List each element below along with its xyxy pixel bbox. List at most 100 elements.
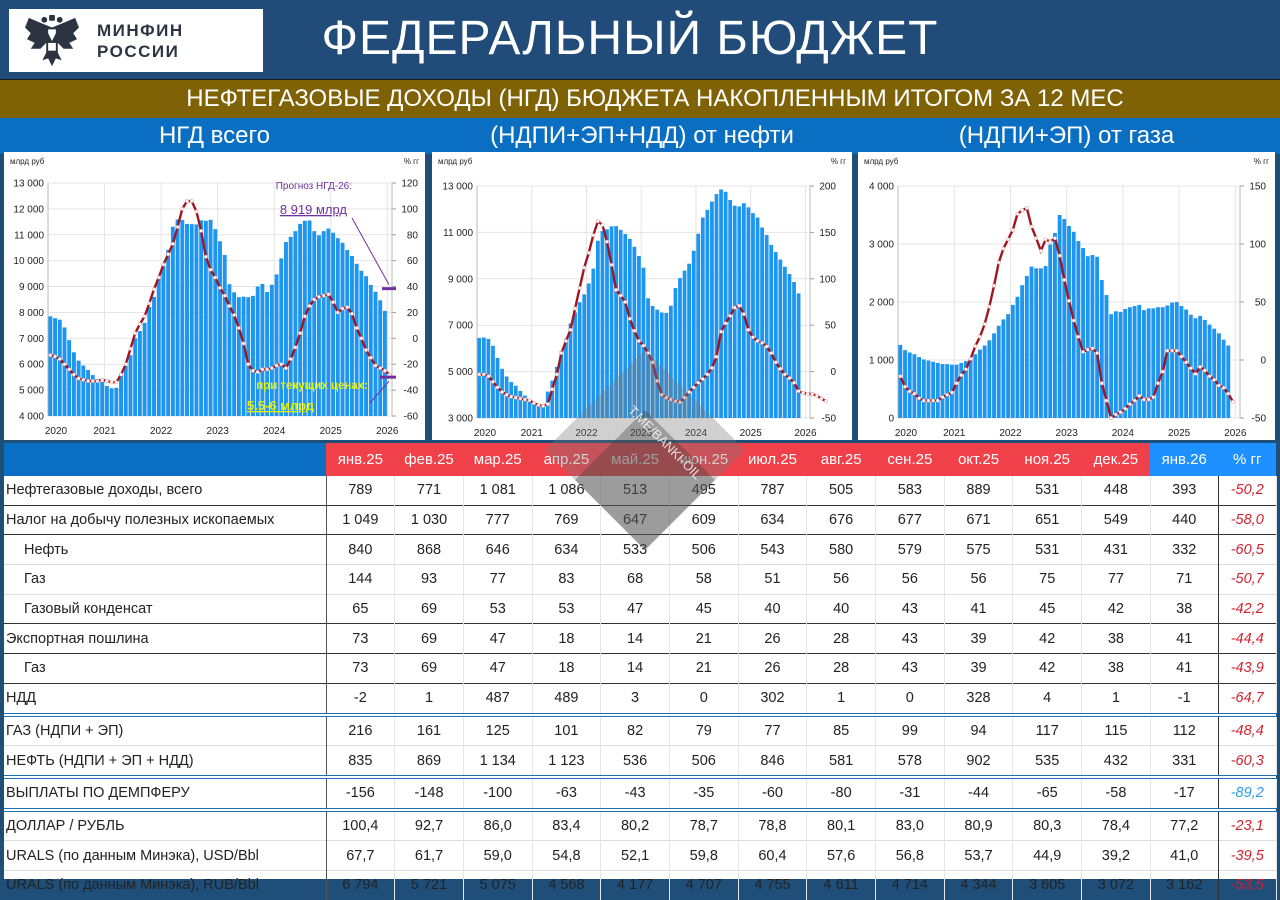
table-cell: 79 — [669, 712, 739, 746]
logo-line-1: МИНФИН — [97, 20, 184, 40]
table-cell: 69 — [394, 653, 464, 684]
right-tick-label: 50 — [1255, 298, 1267, 309]
bar — [1113, 311, 1118, 418]
bar — [769, 244, 774, 418]
row-label: Газ — [4, 653, 327, 684]
forecast-label: Прогноз НГД-26: — [276, 181, 352, 192]
x-tick-label: 2026 — [794, 428, 817, 439]
bar — [378, 300, 383, 416]
right-axis-unit: % гг — [404, 157, 419, 166]
x-tick-label: 2022 — [575, 428, 598, 439]
right-tick-label: -20 — [404, 360, 419, 371]
bar — [940, 364, 945, 418]
bar — [527, 399, 532, 418]
table-cell: 77 — [1081, 564, 1151, 595]
bar — [963, 361, 968, 418]
bar — [1006, 314, 1011, 418]
header-month: авг.25 — [806, 443, 876, 476]
table-cell: 4 344 — [944, 869, 1014, 900]
x-tick-label: 2025 — [740, 428, 763, 439]
bar — [1165, 305, 1170, 418]
table-cell: 21 — [669, 653, 739, 684]
table-cell: 506 — [669, 534, 739, 565]
table-cell: 38 — [1081, 653, 1151, 684]
bar — [1067, 226, 1071, 418]
logo-text: МИНФИН РОССИИ — [97, 20, 184, 62]
bar — [180, 220, 185, 416]
bar — [161, 266, 166, 416]
bar — [175, 219, 180, 416]
bar — [194, 224, 199, 416]
bar — [912, 354, 917, 418]
table-cell: 777 — [463, 504, 533, 535]
bar — [1151, 308, 1156, 418]
left-tick-label: 5 000 — [19, 386, 44, 397]
bar — [1207, 324, 1212, 418]
table-cell: 448 — [1081, 476, 1151, 506]
bar — [1024, 275, 1029, 418]
bar — [550, 380, 555, 418]
table-cell: -100 — [463, 774, 533, 810]
bar — [189, 224, 194, 416]
bar — [128, 355, 133, 416]
bar — [1099, 279, 1104, 418]
table-cell: 78,4 — [1081, 807, 1151, 841]
bar — [907, 352, 912, 418]
bar — [340, 242, 345, 416]
table-row: URALS (по данным Минэка), USD/Bbl 67,7 61,… — [4, 840, 1277, 871]
left-tick-label: 3 000 — [869, 240, 894, 251]
table-cell: 6 794 — [326, 869, 396, 900]
table-cell: 39,2 — [1081, 840, 1151, 871]
bar — [345, 250, 350, 416]
bar — [783, 266, 787, 418]
bar — [1221, 339, 1226, 418]
bar — [623, 234, 628, 418]
table-cell: 83 — [532, 564, 602, 595]
bar — [477, 337, 482, 418]
table-cell: -2 — [326, 682, 396, 715]
x-tick-label: 2020 — [474, 428, 497, 439]
table-cell: 26 — [738, 653, 808, 684]
bar — [368, 285, 373, 416]
x-tick-label: 2026 — [376, 426, 399, 437]
chart-title-total: НГД всего — [158, 122, 271, 149]
table-cell: 302 — [738, 682, 808, 715]
bar — [1038, 268, 1043, 418]
table-cell: 549 — [1081, 504, 1151, 535]
table-cell: 41 — [944, 593, 1014, 624]
table-cell: 94 — [944, 712, 1014, 746]
x-tick-label: 2023 — [207, 426, 230, 437]
table-cell: 771 — [394, 476, 464, 506]
table-cell: 42 — [1012, 653, 1083, 684]
table-cell: 52,1 — [600, 840, 670, 871]
bar — [982, 345, 987, 418]
header-month: май.25 — [600, 443, 670, 476]
table-cell: 677 — [875, 504, 945, 535]
right-axis-unit: % гг — [1254, 157, 1269, 166]
table-cell: 4 707 — [669, 869, 739, 900]
table-cell: 18 — [532, 623, 602, 654]
left-axis-unit: млрд руб — [10, 157, 45, 166]
bar — [100, 382, 105, 416]
table-row: Экспортная пошлина 73 69 47 18 14 21 26 28 43 39 42… — [4, 623, 1277, 654]
table-cell: -35 — [669, 774, 739, 810]
x-tick-label: 2024 — [1112, 428, 1135, 439]
table-cell: 161 — [394, 712, 464, 746]
bar — [945, 364, 950, 418]
bar — [917, 357, 922, 418]
bar — [331, 232, 336, 416]
table-cell: -31 — [875, 774, 945, 810]
bar — [486, 338, 491, 418]
right-tick-label: 200 — [819, 182, 836, 193]
left-tick-label: 3 000 — [448, 414, 473, 425]
left-tick-label: 13 000 — [13, 179, 44, 190]
bar — [335, 238, 340, 416]
cell-jan26: 41 — [1149, 653, 1219, 684]
chart-total-svg: млрд руб % гг 13 000 12 000 11 000 10 000 9 00… — [10, 157, 419, 437]
table-cell: 543 — [738, 534, 808, 565]
left-tick-label: 7 000 — [448, 321, 473, 332]
bar — [359, 270, 364, 416]
header-month-jan26: янв.26 — [1150, 443, 1219, 476]
bar — [203, 220, 208, 416]
table-cell: 1 — [1081, 682, 1151, 715]
